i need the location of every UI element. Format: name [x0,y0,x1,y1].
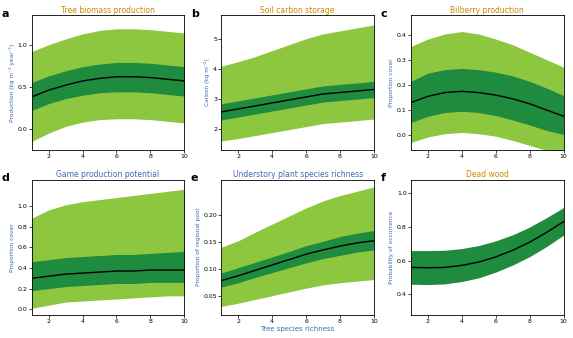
Title: Dead wood: Dead wood [466,170,509,179]
Text: e: e [191,173,198,183]
X-axis label: Tree species richness: Tree species richness [261,327,335,333]
Text: c: c [380,8,387,19]
Y-axis label: Production (kg m⁻² year⁻¹): Production (kg m⁻² year⁻¹) [9,43,15,122]
Y-axis label: Carbon (kg m⁻²): Carbon (kg m⁻²) [205,59,210,106]
Text: d: d [1,173,9,183]
Title: Understory plant species richness: Understory plant species richness [233,170,363,179]
Title: Tree biomass production: Tree biomass production [61,5,155,15]
Title: Soil carbon storage: Soil carbon storage [261,5,335,15]
Title: Game production potential: Game production potential [56,170,160,179]
Y-axis label: Proportion cover: Proportion cover [10,223,15,271]
Y-axis label: Probability of occurrence: Probability of occurrence [389,211,394,284]
Text: f: f [380,173,386,183]
Y-axis label: Proportion of regional pool: Proportion of regional pool [195,208,201,286]
Title: Bilberry production: Bilberry production [450,5,524,15]
Text: a: a [1,8,9,19]
Text: b: b [191,8,199,19]
Y-axis label: Proportion cover: Proportion cover [389,58,394,107]
